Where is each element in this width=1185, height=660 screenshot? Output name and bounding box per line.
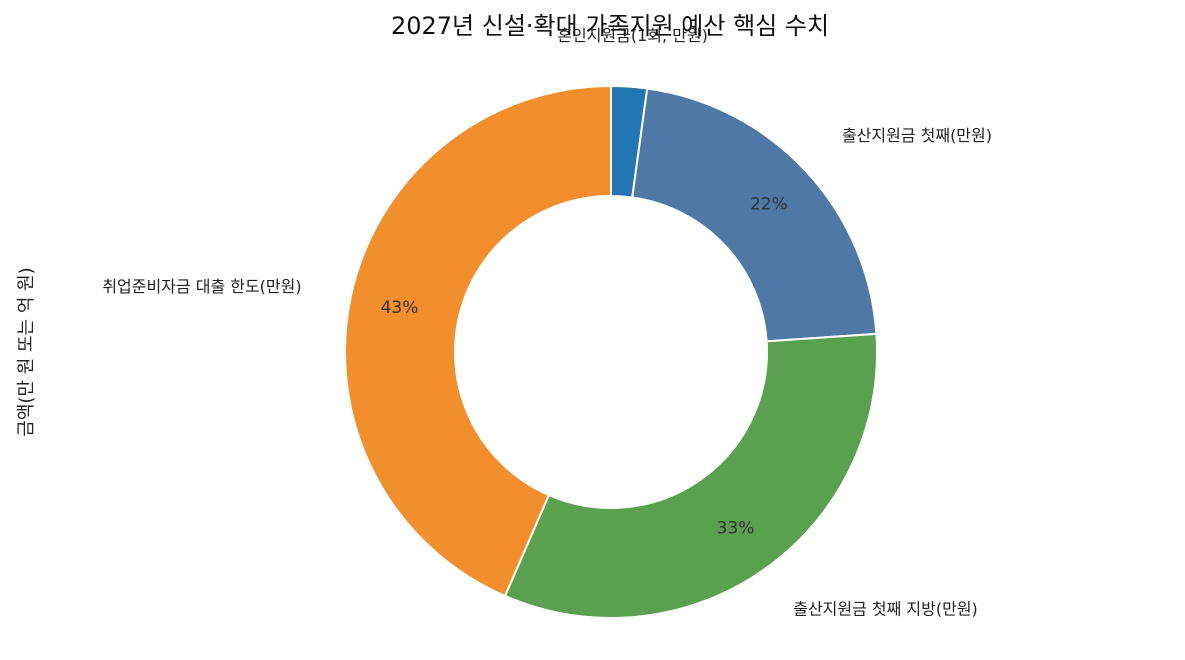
labels-group: 혼인지원금(1회, 만원) 출산지원금 첫째(만원) 22% 출산지원금 첫째 지방(… — [102, 26, 992, 618]
category-label-3: 출산지원금 첫째 지방(만원) — [793, 600, 978, 619]
slice-3 — [503, 332, 878, 619]
percent-label-2: 22% — [750, 195, 788, 215]
slice-4 — [344, 84, 612, 598]
category-label-2: 출산지원금 첫째(만원) — [842, 126, 992, 145]
chart-title: 2027년 신설·확대 가족지원 예산 핵심 수치 — [391, 12, 829, 40]
slice-2 — [631, 87, 878, 343]
percent-label-4: 43% — [381, 298, 419, 318]
category-label-1: 혼인지원금(1회, 만원) — [557, 26, 708, 45]
percent-label-3: 33% — [717, 518, 755, 538]
slices-group — [344, 84, 878, 619]
y-axis-label: 금액(만 원 또는 억 원) — [16, 267, 37, 436]
category-label-4: 취업준비자금 대출 한도(만원) — [102, 277, 301, 296]
